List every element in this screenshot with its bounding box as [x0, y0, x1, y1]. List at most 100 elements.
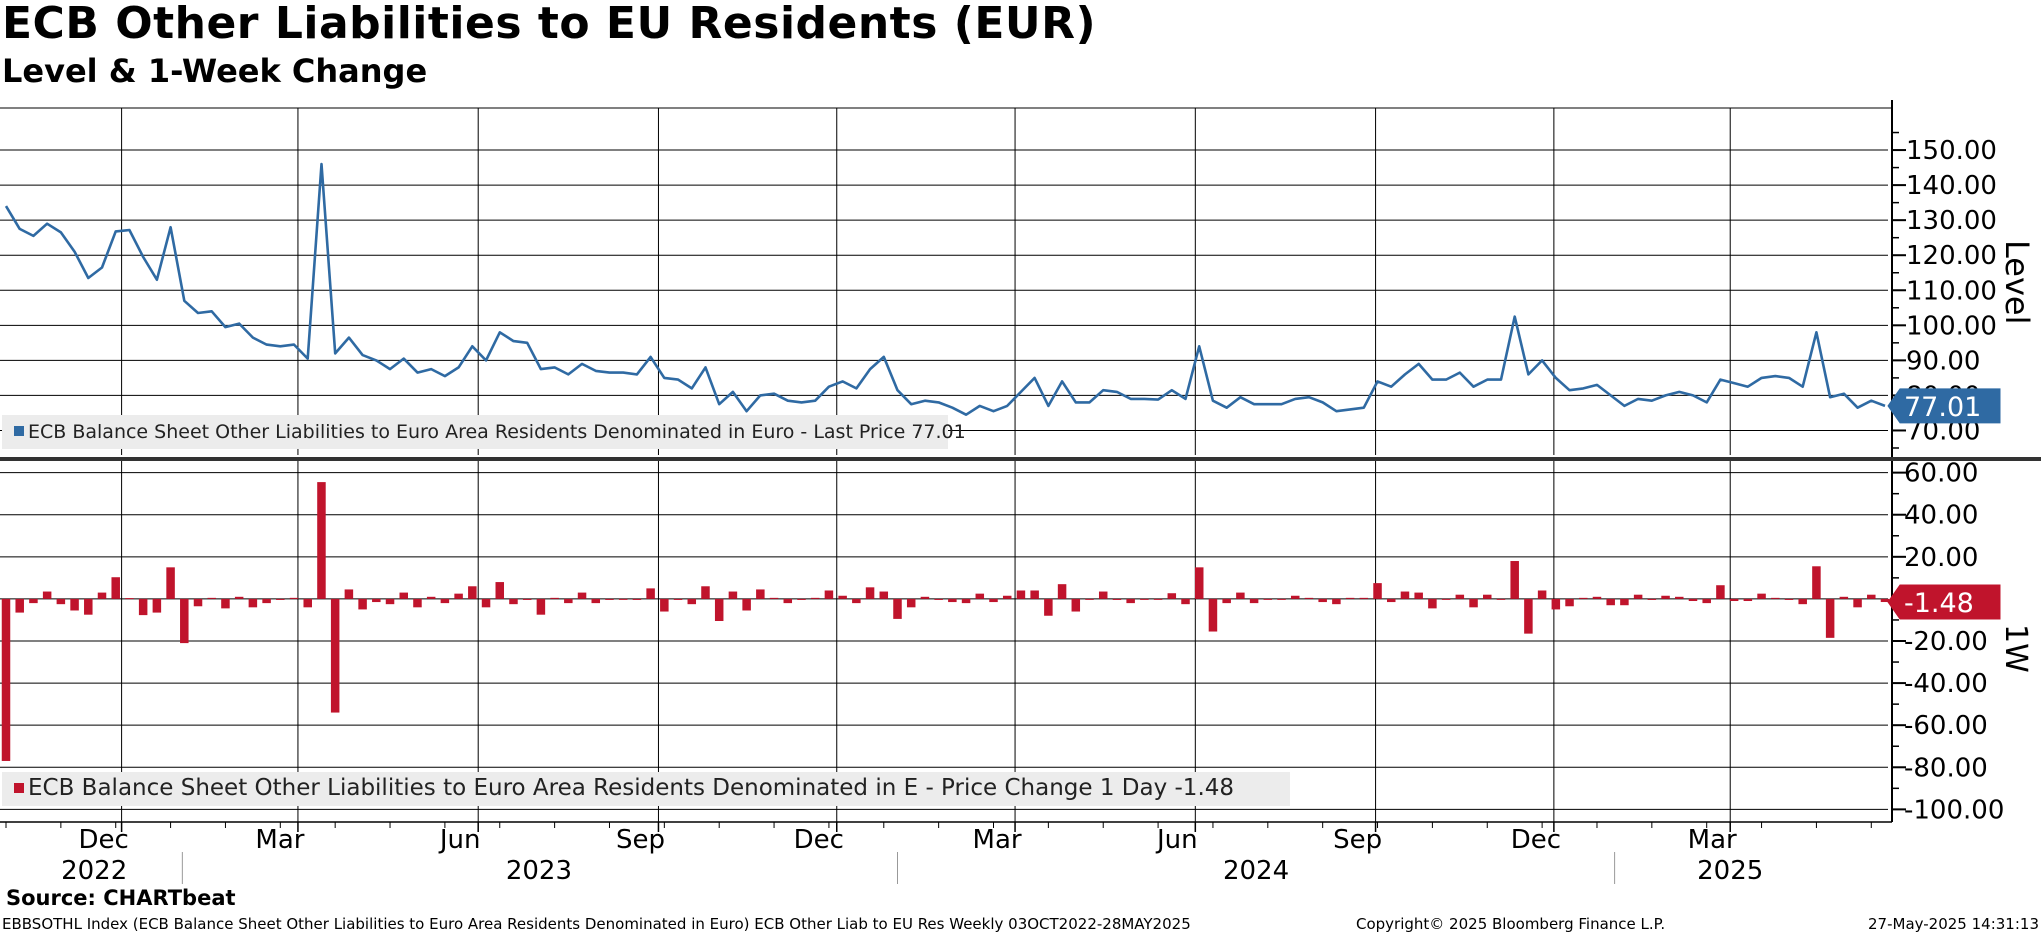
x-year-label-0: 2022: [61, 856, 127, 886]
change-bar-136: [1867, 594, 1876, 599]
change-bar-18: [248, 598, 258, 608]
change-bar-31: [426, 596, 436, 599]
change-bar-111: [1524, 598, 1533, 634]
change-bar-57: [783, 598, 793, 604]
change-bar-25: [344, 589, 354, 599]
change-bar-44: [605, 598, 614, 600]
x-month-label-5: Mar: [973, 825, 1022, 855]
change-bar-5: [70, 598, 79, 611]
change-bar-33: [454, 593, 463, 599]
ytick-label-top-6: 90.00: [1906, 346, 1980, 376]
change-bar-62: [852, 598, 861, 604]
change-bar-128: [1757, 593, 1766, 599]
change-bar-55: [756, 589, 765, 599]
change-bar-53: [728, 591, 738, 599]
ytick-label-top-0: 150.00: [1906, 136, 1997, 166]
change-bar-69: [948, 598, 957, 603]
x-year-label-2: 2024: [1223, 856, 1289, 886]
change-bar-34: [468, 586, 477, 599]
change-bar-46: [632, 598, 642, 600]
ytick-label-bottom-5: -60.00: [1904, 711, 1988, 741]
legend-change-swatch: [14, 783, 24, 793]
change-bar-134: [1839, 596, 1849, 599]
change-bar-84: [1153, 598, 1163, 600]
change-bar-72: [989, 598, 998, 603]
change-bar-11: [152, 598, 162, 613]
change-bar-1: [15, 598, 24, 613]
change-bar-115: [1579, 597, 1588, 599]
change-bar-75: [1030, 590, 1039, 599]
change-bar-27: [372, 598, 381, 603]
ytick-label-bottom-4: -40.00: [1904, 669, 1988, 699]
change-bar-99: [1359, 597, 1369, 599]
change-bar-43: [591, 598, 601, 604]
change-bar-21: [289, 597, 299, 599]
change-bar-116: [1592, 596, 1602, 599]
change-bar-108: [1483, 594, 1492, 599]
change-bar-0: [1, 598, 11, 761]
change-bar-80: [1098, 591, 1108, 599]
change-bar-137: [1880, 598, 1890, 603]
x-year-label-3: 2025: [1697, 856, 1763, 886]
change-bar-73: [1002, 595, 1012, 599]
x-month-label-7: Sep: [1333, 825, 1382, 855]
change-bar-91: [1249, 598, 1259, 604]
change-bar-17: [234, 596, 244, 599]
change-bar-135: [1853, 598, 1862, 608]
x-month-label-8: Dec: [1511, 825, 1561, 855]
change-bar-39: [536, 598, 546, 615]
change-bar-58: [797, 598, 806, 600]
legend-level-text: ECB Balance Sheet Other Liabilities to E…: [28, 421, 966, 443]
x-month-label-3: Sep: [616, 825, 665, 855]
change-bar-32: [440, 598, 450, 604]
change-bar-4: [56, 598, 66, 605]
change-bar-37: [509, 598, 518, 605]
change-bar-87: [1194, 567, 1204, 599]
change-bar-36: [495, 582, 505, 599]
ytick-label-bottom-0: 60.00: [1904, 459, 1978, 489]
change-bar-88: [1208, 598, 1218, 632]
change-bar-103: [1414, 592, 1423, 599]
change-bar-59: [810, 597, 820, 599]
change-bar-120: [1647, 598, 1657, 600]
ytick-label-top-2: 130.00: [1906, 206, 1997, 236]
change-bar-22: [303, 598, 312, 608]
change-bar-96: [1318, 598, 1327, 603]
change-bar-7: [97, 592, 107, 599]
change-bar-101: [1386, 598, 1396, 603]
change-bar-9: [125, 598, 134, 600]
ytick-label-top-1: 140.00: [1906, 171, 1997, 201]
change-bar-14: [193, 598, 203, 607]
change-bar-109: [1496, 598, 1506, 600]
change-bar-79: [1085, 598, 1094, 600]
y-axis-title-change: 1W: [1998, 624, 2033, 673]
footer-timestamp: 27-May-2025 14:31:13: [1868, 915, 2039, 933]
legend-level-bg: [2, 415, 948, 449]
change-bar-104: [1428, 598, 1437, 609]
change-bar-119: [1633, 594, 1643, 599]
change-bar-118: [1620, 598, 1629, 606]
change-bar-63: [865, 587, 875, 599]
change-bar-125: [1716, 585, 1725, 599]
change-bar-82: [1126, 598, 1135, 604]
last-value-flag-level-bg: [1887, 388, 2001, 424]
change-bar-65: [893, 598, 902, 619]
change-bar-117: [1606, 598, 1615, 606]
x-year-label-1: 2023: [506, 856, 572, 886]
change-bar-13: [180, 598, 189, 644]
chart-title: ECB Other Liabilities to EU Residents (E…: [2, 0, 1097, 49]
chart-subtitle: Level & 1-Week Change: [2, 52, 428, 90]
change-bar-85: [1167, 593, 1177, 599]
change-bar-89: [1222, 598, 1231, 604]
change-bar-76: [1044, 598, 1053, 616]
change-bar-124: [1702, 598, 1711, 604]
change-bar-12: [166, 567, 175, 599]
change-bar-133: [1825, 598, 1835, 638]
change-bar-105: [1441, 598, 1451, 600]
footer-ticker-description: EBBSOTHL Index (ECB Balance Sheet Other …: [2, 915, 1191, 933]
change-bar-93: [1277, 598, 1286, 600]
change-bar-74: [1016, 590, 1026, 599]
change-bar-20: [276, 598, 285, 600]
change-bar-126: [1729, 598, 1739, 602]
change-bar-60: [824, 590, 834, 599]
